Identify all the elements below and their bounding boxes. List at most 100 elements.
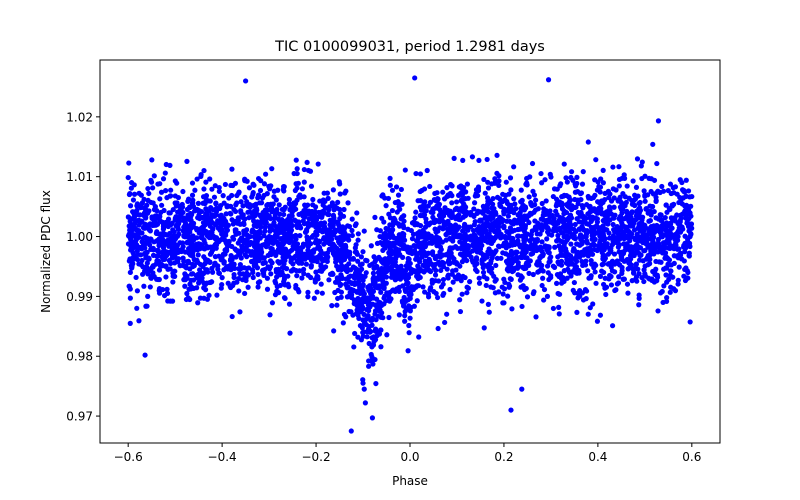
data-point	[167, 210, 173, 216]
data-point	[135, 232, 141, 238]
data-point	[270, 201, 276, 207]
data-point	[464, 290, 470, 296]
data-point	[149, 222, 156, 229]
data-point	[142, 225, 148, 231]
data-point	[417, 198, 424, 204]
data-point	[554, 201, 560, 207]
data-point	[156, 258, 162, 264]
data-point	[569, 203, 575, 209]
data-point	[392, 255, 399, 261]
data-point	[650, 238, 656, 244]
data-point	[253, 205, 260, 212]
data-point	[461, 239, 467, 246]
data-point	[478, 238, 484, 244]
data-point	[408, 266, 414, 272]
data-point	[594, 318, 601, 324]
data-point	[263, 171, 269, 177]
data-point	[680, 195, 686, 201]
data-point	[655, 225, 661, 231]
data-point	[664, 223, 670, 229]
data-point	[147, 242, 153, 248]
data-point	[274, 274, 280, 280]
data-point	[527, 238, 533, 244]
data-point	[207, 176, 213, 182]
data-point	[310, 232, 316, 239]
data-point	[155, 276, 161, 283]
data-point	[372, 328, 378, 334]
data-point	[275, 268, 281, 274]
data-point	[185, 225, 191, 231]
data-point	[625, 290, 631, 296]
data-point	[305, 237, 312, 243]
data-point	[544, 293, 551, 299]
data-point	[556, 237, 562, 243]
data-point	[198, 226, 204, 232]
data-point	[657, 212, 663, 218]
data-point	[243, 277, 249, 284]
data-point	[579, 250, 585, 256]
data-point	[629, 209, 635, 215]
data-point	[557, 252, 564, 258]
data-point	[293, 218, 299, 224]
data-point	[465, 285, 471, 291]
data-point	[605, 261, 611, 267]
data-point	[238, 265, 244, 272]
data-point	[260, 267, 266, 274]
data-point	[445, 259, 452, 265]
data-point	[448, 251, 454, 257]
data-point	[535, 247, 541, 253]
data-point	[358, 254, 364, 260]
data-point	[366, 363, 372, 369]
data-point	[349, 232, 355, 239]
data-point	[616, 183, 622, 189]
data-point	[478, 250, 484, 256]
data-point	[285, 273, 291, 279]
data-point	[460, 157, 466, 163]
data-point	[622, 194, 628, 200]
data-point	[552, 223, 558, 229]
data-point	[447, 229, 453, 236]
data-point	[587, 214, 593, 221]
data-point	[663, 227, 669, 233]
data-point	[566, 218, 572, 225]
data-point	[668, 190, 674, 197]
data-point	[141, 205, 147, 211]
data-point	[436, 219, 443, 225]
data-point	[374, 227, 380, 233]
data-point	[425, 250, 431, 256]
outlier-point	[412, 75, 418, 81]
data-point	[318, 281, 324, 287]
data-point	[570, 248, 576, 254]
data-point	[304, 159, 310, 166]
data-point	[577, 293, 583, 299]
data-point	[633, 184, 640, 190]
data-point	[476, 280, 483, 286]
data-point	[340, 224, 346, 230]
data-point	[301, 271, 307, 277]
data-point	[447, 190, 453, 197]
data-point	[668, 268, 674, 274]
data-point	[250, 269, 256, 276]
data-point	[282, 295, 288, 302]
data-point	[203, 179, 209, 185]
data-point	[616, 196, 622, 203]
data-point	[591, 206, 598, 212]
data-point	[168, 193, 174, 199]
data-point	[476, 157, 482, 163]
data-point	[230, 182, 236, 189]
x-tick-label: 0.6	[682, 450, 701, 464]
data-point	[485, 185, 492, 191]
data-point	[312, 220, 318, 226]
data-point	[492, 180, 498, 186]
data-point	[473, 190, 479, 197]
data-point	[370, 276, 376, 282]
data-point	[608, 282, 615, 288]
data-point	[134, 201, 141, 207]
data-point	[568, 241, 574, 247]
data-point	[203, 267, 209, 273]
data-point	[645, 210, 651, 216]
data-point	[384, 332, 390, 338]
data-point	[421, 204, 427, 210]
data-point	[680, 244, 687, 250]
